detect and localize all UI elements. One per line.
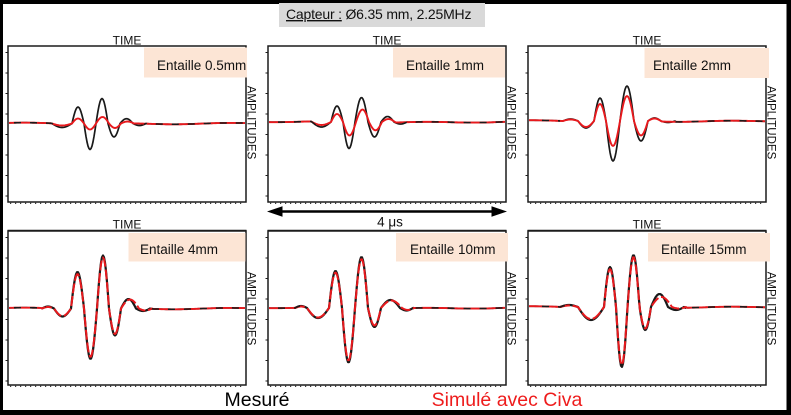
svg-text:Entaille 0.5mm: Entaille 0.5mm <box>157 58 246 73</box>
svg-text:Mesuré: Mesuré <box>224 389 289 411</box>
svg-text:TIME: TIME <box>633 34 662 48</box>
svg-text:AMPLITUDES: AMPLITUDES <box>765 86 777 160</box>
svg-text:Capteur : Ø6.35 mm, 2.25MHz: Capteur : Ø6.35 mm, 2.25MHz <box>286 6 471 22</box>
svg-text:TIME: TIME <box>373 34 402 48</box>
svg-text:AMPLITUDES: AMPLITUDES <box>505 86 517 160</box>
svg-text:Entaille 1mm: Entaille 1mm <box>406 58 484 73</box>
svg-text:Entaille 10mm: Entaille 10mm <box>410 242 496 257</box>
svg-text:Entaille 4mm: Entaille 4mm <box>140 242 218 257</box>
svg-text:TIME: TIME <box>113 217 142 231</box>
svg-text:AMPLITUDES: AMPLITUDES <box>245 272 257 346</box>
svg-text:AMPLITUDES: AMPLITUDES <box>505 272 517 346</box>
svg-text:Entaille 15mm: Entaille 15mm <box>661 242 747 257</box>
svg-text:TIME: TIME <box>113 34 142 48</box>
svg-text:TIME: TIME <box>633 217 662 231</box>
svg-text:Entaille 2mm: Entaille 2mm <box>653 58 731 73</box>
svg-text:Simulé avec Civa: Simulé avec Civa <box>432 389 583 411</box>
svg-text:AMPLITUDES: AMPLITUDES <box>245 86 257 160</box>
svg-text:4 μs: 4 μs <box>377 215 403 230</box>
svg-text:AMPLITUDES: AMPLITUDES <box>765 272 777 346</box>
